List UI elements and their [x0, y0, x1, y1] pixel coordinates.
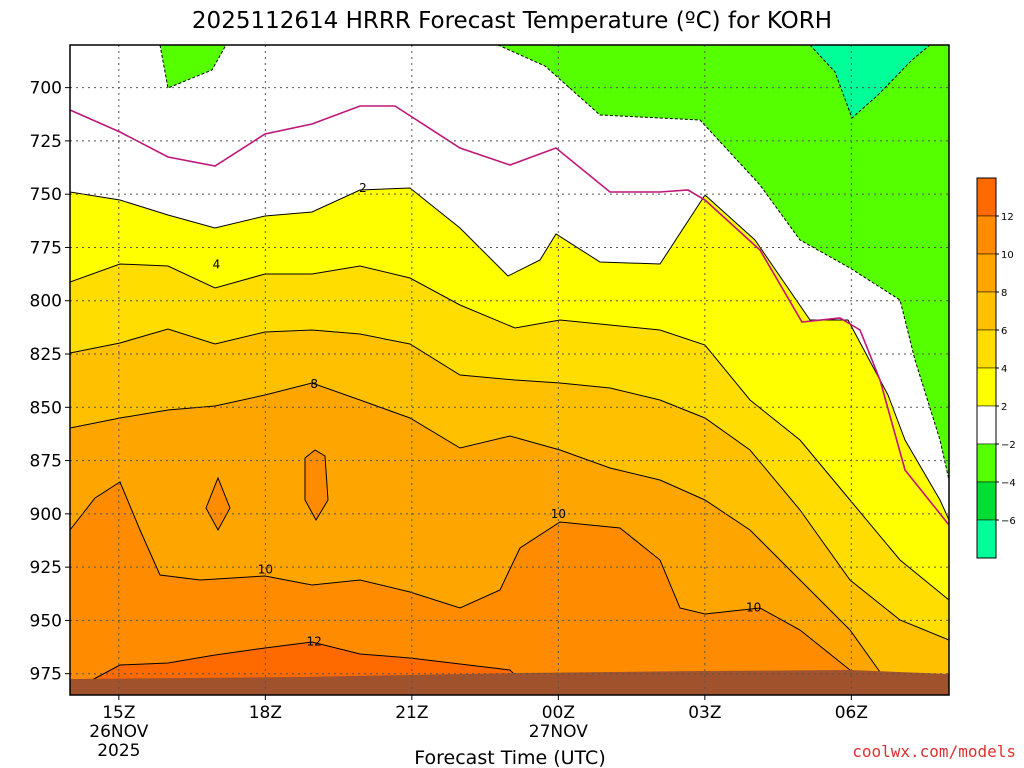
y-tick-label: 900	[30, 505, 62, 525]
x-axis-label: Forecast Time (UTC)	[414, 747, 605, 768]
band-10to12-island-a	[205, 476, 231, 532]
x-tick-label: 06Z	[835, 703, 868, 723]
band-cold-0to-4-upper	[159, 45, 227, 89]
colorbar-label: 2	[1001, 402, 1007, 413]
contour-labels: 2 4 8 10 10 10 12	[213, 181, 762, 649]
y-tick-label: 875	[30, 452, 62, 472]
filled-contours	[70, 45, 949, 695]
contour-label: 2	[359, 181, 367, 195]
colorbar-label: 6	[1001, 326, 1007, 337]
colorbar-label: −2	[1001, 440, 1016, 451]
freezing-line	[70, 105, 949, 526]
colorbar-swatch	[976, 367, 997, 407]
band-10to12	[70, 481, 861, 695]
colorbar-label: −6	[1001, 516, 1016, 527]
y-tick-label: 800	[30, 292, 62, 312]
credit-text: coolwx.com/models	[852, 742, 1016, 761]
x-tick-label: 03Z	[688, 703, 721, 723]
colorbar-label: 10	[1001, 250, 1014, 261]
y-tick-label: 725	[30, 132, 62, 152]
x-tick-label: 18Z	[249, 703, 282, 723]
colorbar-frame	[976, 177, 997, 559]
colorbar-label: 8	[1001, 288, 1007, 299]
x-tick-label: 15Z	[102, 703, 135, 723]
x-year-label: 2025	[97, 741, 140, 761]
chart-title: 2025112614 HRRR Forecast Temperature (ºC…	[192, 8, 832, 34]
colorbar-swatch	[976, 329, 997, 369]
plot-frame	[69, 44, 950, 696]
y-tick-label: 950	[30, 611, 62, 631]
y-tick-label: 925	[30, 558, 62, 578]
colorbar-swatch	[976, 443, 997, 483]
colorbar: 12 10 8 6 4 2 −2 −4 −6	[976, 177, 1016, 559]
colorbar-label: 12	[1001, 212, 1014, 223]
y-tick-label: 750	[30, 185, 62, 205]
x-tick-label: 21Z	[395, 703, 428, 723]
band-cold-4to-6	[809, 45, 931, 119]
colorbar-swatch	[976, 253, 997, 293]
y-tick-label: 700	[30, 79, 62, 99]
y-tick-label: 975	[30, 665, 62, 685]
colorbar-swatch	[976, 291, 997, 331]
x-tick-label: 00Z	[542, 703, 575, 723]
contour-label: 10	[551, 507, 566, 521]
x-date-label: 27NOV	[529, 722, 588, 742]
colorbar-swatch	[976, 215, 997, 255]
colorbar-swatch	[976, 177, 997, 217]
y-tick-label: 825	[30, 345, 62, 365]
colorbar-label: 4	[1001, 364, 1007, 375]
contour-label: 4	[213, 258, 221, 272]
y-tick-label: 850	[30, 398, 62, 418]
y-tick-label: 775	[30, 238, 62, 258]
contour-label: 12	[307, 635, 322, 649]
band-cold-0to-4	[497, 45, 949, 481]
colorbar-swatch	[976, 481, 997, 521]
contour-label: 10	[258, 562, 273, 576]
colorbar-swatch	[976, 519, 997, 559]
band-10to12-island-b	[304, 449, 329, 522]
colorbar-swatch	[976, 405, 997, 445]
y-axis-ticks: 700 725 750 775 800 825 850 875 900 925 950 975	[30, 79, 70, 685]
colorbar-label: −4	[1001, 478, 1016, 489]
contour-label: 8	[310, 377, 318, 391]
ground-terrain	[70, 670, 949, 695]
contour-label: 10	[746, 601, 761, 615]
x-date-label: 26NOV	[89, 722, 148, 742]
grid-lines	[70, 45, 949, 695]
